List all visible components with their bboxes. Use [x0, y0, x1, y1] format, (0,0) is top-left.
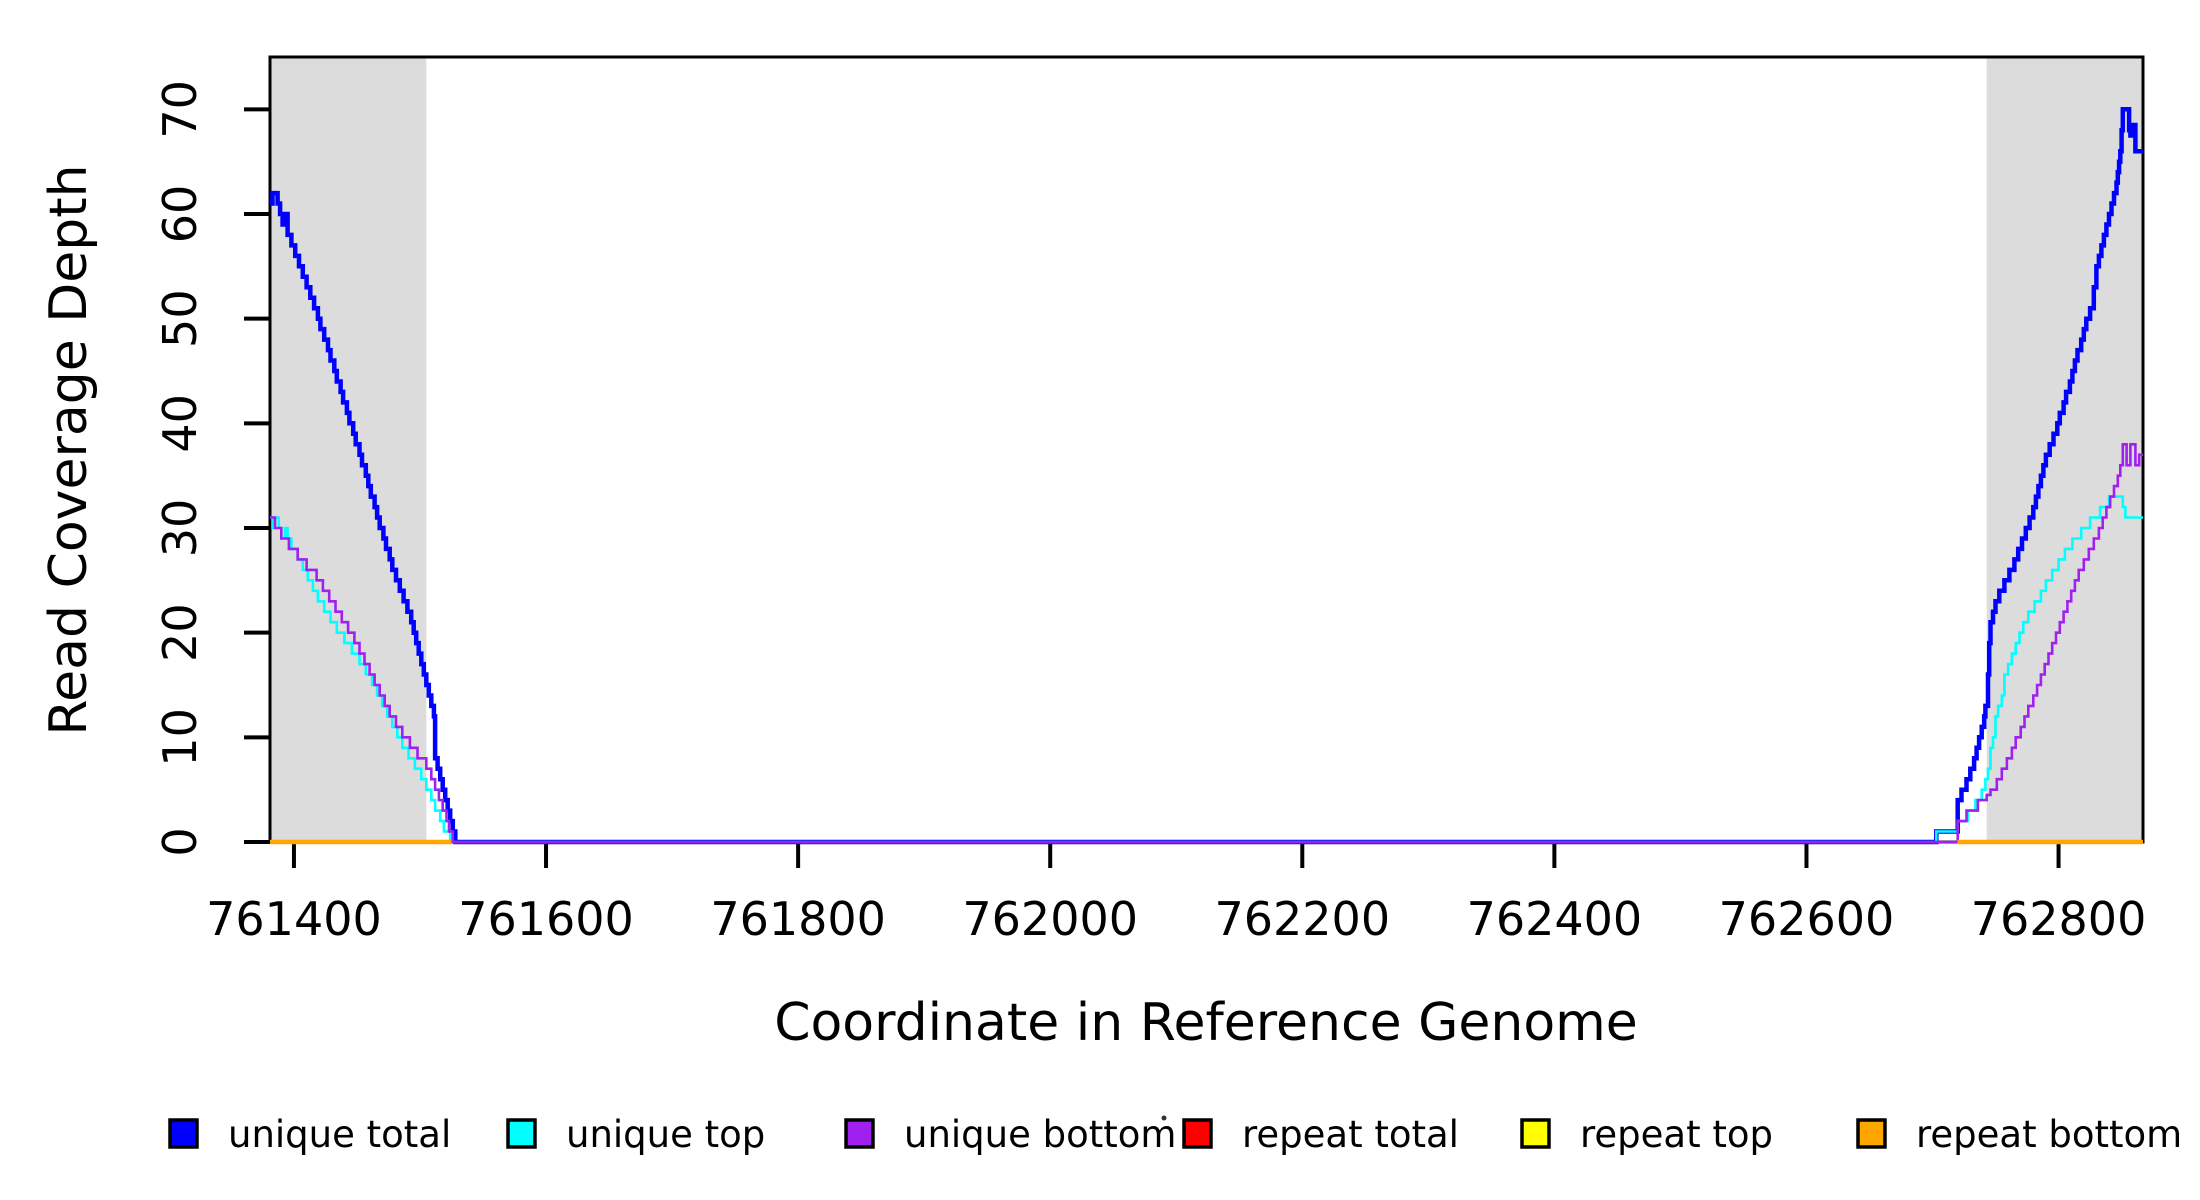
series-line-unique-total	[270, 107, 2143, 845]
legend-swatch-unique-bottom	[844, 1118, 875, 1149]
legend-item-label: unique top	[566, 1113, 765, 1156]
legend-item-repeat-top: repeat top	[1520, 1113, 1773, 1156]
x-tick-label: 761400	[206, 892, 382, 946]
x-tick-label: 762200	[1214, 892, 1390, 946]
legend-item-unique-top: unique top	[506, 1113, 765, 1156]
repeat-region-bands	[270, 58, 2143, 842]
x-axis-title: Coordinate in Reference Genome	[774, 993, 1638, 1053]
legend-swatch-repeat-top	[1520, 1118, 1551, 1149]
x-tick-label: 761600	[458, 892, 634, 946]
x-axis: 761400 761600 761800 762000 762200 762400 7626…	[206, 842, 2146, 946]
x-tick-label: 762000	[962, 892, 1138, 946]
y-tick-label: 50	[153, 289, 207, 348]
legend-item-label: repeat total	[1242, 1113, 1459, 1156]
legend-item-repeat-total: repeat total	[1182, 1113, 1459, 1156]
plot-border-box	[268, 55, 2145, 844]
legend-swatch-repeat-total	[1182, 1118, 1213, 1149]
legend-item-unique-total: unique total	[168, 1113, 451, 1156]
series-line-unique-top	[270, 495, 2143, 844]
legend-item-repeat-bottom: repeat bottom	[1856, 1113, 2182, 1156]
x-tick-label: 761800	[710, 892, 886, 946]
stray-dot	[1161, 1115, 1167, 1121]
legend-item-unique-bottom: unique bottom	[844, 1113, 1176, 1156]
legend-item-label: repeat bottom	[1916, 1113, 2182, 1156]
legend: unique total unique top unique bottom repea…	[168, 1113, 2182, 1156]
legend-item-label: repeat top	[1580, 1113, 1773, 1156]
legend-swatch-repeat-bottom	[1856, 1118, 1887, 1149]
y-tick-label: 0	[153, 827, 207, 856]
legend-swatch-unique-top	[506, 1118, 537, 1149]
y-tick-label: 70	[153, 80, 207, 139]
series-lines	[270, 107, 2143, 845]
y-tick-label: 60	[153, 185, 207, 244]
y-tick-label: 30	[153, 499, 207, 558]
legend-item-label: unique bottom	[904, 1113, 1176, 1156]
y-tick-label: 40	[153, 394, 207, 453]
legend-swatch-unique-total	[168, 1118, 199, 1149]
decorations	[1161, 1115, 1167, 1121]
series-line-unique-bottom	[270, 443, 2143, 844]
legend-item-label: unique total	[228, 1113, 451, 1156]
y-axis-title: Read Coverage Depth	[39, 164, 99, 735]
repeat-region-band	[270, 58, 427, 842]
y-tick-label: 10	[153, 708, 207, 767]
x-tick-label: 762400	[1467, 892, 1643, 946]
x-tick-label: 762800	[1971, 892, 2147, 946]
y-tick-label: 20	[153, 603, 207, 662]
y-axis: 0 10 20 30 40 50 60 70	[153, 80, 270, 857]
x-tick-label: 762600	[1719, 892, 1895, 946]
